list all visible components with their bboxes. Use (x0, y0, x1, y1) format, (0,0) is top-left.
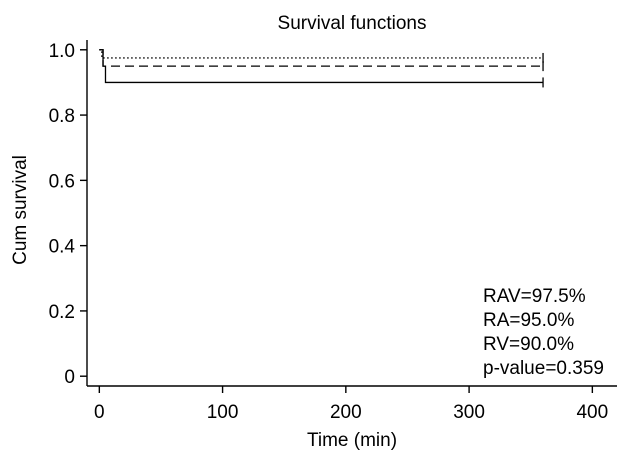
y-tick-label: 0.2 (49, 302, 75, 323)
series-line-rv (99, 49, 544, 84)
y-tick-label: 0.8 (49, 106, 75, 127)
y-axis-ticks: 0 0.2 0.4 0.6 0.8 1.0 (49, 41, 87, 388)
annotation-rv: RV=90.0% (483, 334, 574, 355)
x-tick-label: 0 (94, 402, 105, 423)
series-line-rav (99, 49, 544, 59)
y-tick-label: 0 (64, 367, 75, 388)
y-tick-label: 0.6 (49, 171, 75, 192)
y-tick-label: 0.4 (49, 237, 76, 258)
series-layer (99, 49, 544, 88)
annotation-ra: RA=95.0% (483, 310, 574, 331)
x-tick-label: 200 (330, 402, 362, 423)
x-tick-label: 400 (576, 402, 608, 423)
annotation-p-value: p-value=0.359 (483, 358, 604, 379)
x-tick-label: 300 (453, 402, 485, 423)
chart-title: Survival functions (278, 13, 427, 34)
annotation-block: RAV=97.5% RA=95.0% RV=90.0% p-value=0.35… (483, 286, 604, 379)
y-axis-label: Cum survival (10, 155, 31, 265)
y-tick-label: 1.0 (49, 41, 75, 62)
annotation-rav: RAV=97.5% (483, 286, 586, 307)
x-axis-label: Time (min) (307, 430, 397, 451)
x-axis-ticks: 0 100 200 300 400 (94, 386, 608, 423)
x-tick-label: 100 (207, 402, 239, 423)
plot-area: 0 0.2 0.4 0.6 0.8 1.0 0 100 200 300 400 (49, 40, 617, 423)
